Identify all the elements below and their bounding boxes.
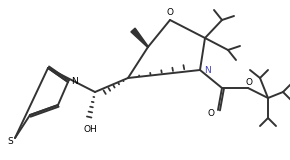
Text: N: N — [71, 76, 77, 85]
Text: OH: OH — [83, 125, 97, 135]
Polygon shape — [131, 28, 148, 47]
Text: N: N — [205, 65, 211, 75]
Text: O: O — [166, 8, 173, 16]
Text: O: O — [246, 77, 253, 87]
Text: O: O — [208, 109, 215, 119]
Text: S: S — [7, 137, 13, 147]
